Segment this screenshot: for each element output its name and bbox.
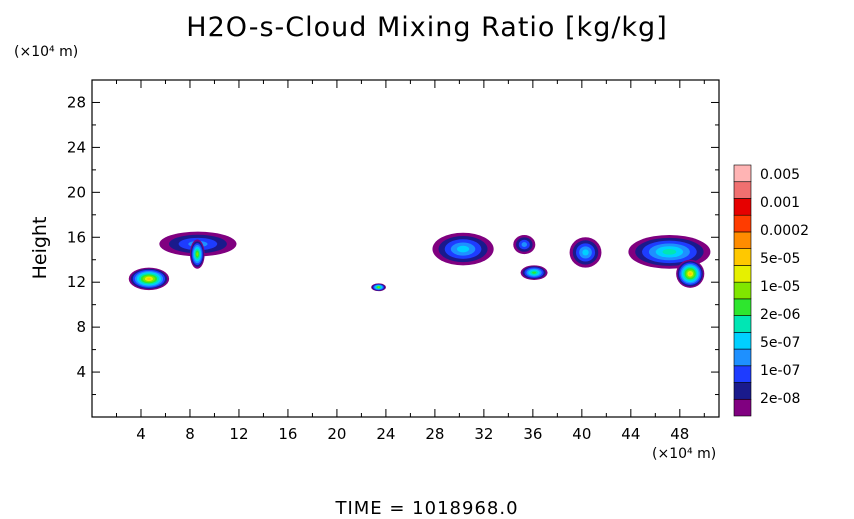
cloud-region [189,239,205,269]
x-tick-label: 48 [670,425,689,443]
cloud-level [456,245,470,253]
colorbar-label: 0.001 [760,195,800,211]
colorbar-label: 5e-05 [760,251,800,267]
y-tick-label: 8 [76,318,86,336]
x-tick-label: 32 [474,425,493,443]
colorbar-label: 0.0002 [760,223,809,239]
colorbar: 0.005 0.001 0.0002 5e-05 1e-05 2e-06 5e-07 1e-0… [733,164,809,417]
x-tick-label: 16 [278,425,297,443]
cloud-region [513,235,536,255]
colorbar-label: 5e-07 [760,335,800,351]
cloud-region [128,267,170,291]
colorbar-swatch [733,164,752,183]
colorbar-swatch [733,198,752,216]
colorbar-swatch [733,248,752,266]
x-tick-label: 44 [621,425,640,443]
colorbar-swatch [733,382,752,400]
colorbar-swatch [733,365,752,383]
cloud-region [520,265,548,280]
colorbar-label: 1e-07 [760,363,800,379]
colorbar-swatch [733,181,752,199]
colorbar-label: 2e-06 [760,307,800,323]
y-tick-label: 16 [67,228,86,246]
x-tick-label: 24 [376,425,395,443]
cloud-level [521,242,528,247]
colorbar-swatch [733,332,752,350]
time-footer: TIME = 1018968.0 [335,498,519,519]
cloud-field [128,231,711,292]
colorbar-swatch [733,281,752,300]
colorbar-swatch [733,214,752,233]
y-axis-label: Height [29,217,51,280]
x-tick-label: 20 [327,425,346,443]
cloud-region [569,237,602,268]
y-tick-label: 4 [76,363,86,381]
colorbar-swatch [733,231,752,249]
cloud-region [371,283,386,292]
cloud-level [146,277,151,280]
colorbar-label: 1e-05 [760,279,800,295]
colorbar-swatch [733,265,752,283]
colorbar-label: 0.005 [760,167,800,183]
y-tick-label: 20 [67,183,86,201]
x-tick-label: 8 [185,425,195,443]
colorbar-swatch [733,298,752,316]
y-axis: 4 8 12 16 20 24 28 [67,93,719,396]
cloud-level [582,249,589,256]
cloud-region [432,232,494,266]
y-tick-label: 12 [67,273,86,291]
x-tick-label: 40 [572,425,591,443]
cloud-region [676,259,705,288]
x-axis: 4 8 12 16 20 24 28 32 36 40 44 48 [115,80,705,443]
x-tick-label: 4 [136,425,146,443]
cloud-level [532,271,537,274]
y-axis-unit: (×10⁴ m) [14,44,79,60]
x-tick-label: 36 [523,425,542,443]
x-axis-unit: (×10⁴ m) [652,446,717,462]
y-tick-label: 28 [67,93,86,111]
colorbar-swatch [733,315,752,333]
cloud-level [196,252,199,256]
cloud-level [688,272,692,276]
chart-title: H2O-s-Cloud Mixing Ratio [kg/kg] [186,12,668,43]
colorbar-swatch [733,348,752,367]
colorbar-label: 2e-08 [760,391,800,407]
colorbar-swatch [733,398,752,417]
cloud-level [662,249,677,255]
plot-frame [91,79,720,418]
cloud-level [377,286,380,289]
x-tick-label: 12 [229,425,248,443]
x-tick-label: 28 [425,425,444,443]
y-tick-label: 24 [67,138,86,156]
